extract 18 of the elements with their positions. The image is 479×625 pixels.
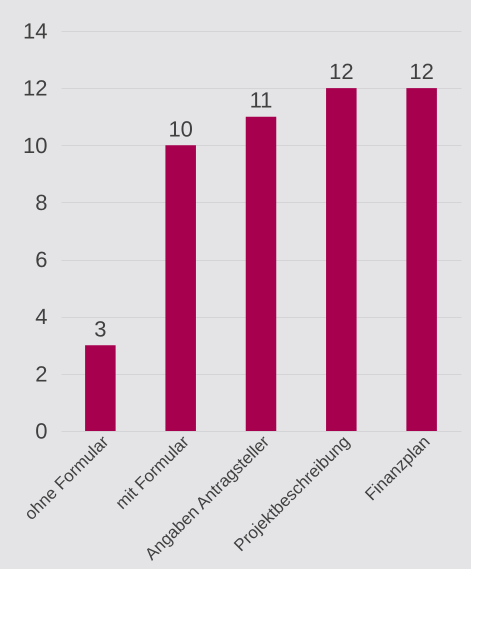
data-label: 3: [94, 316, 106, 342]
y-tick-label: 10: [23, 132, 48, 158]
bar: [85, 345, 116, 431]
data-label: 11: [250, 88, 272, 113]
y-tick-label: 8: [35, 190, 48, 215]
y-tick-label: 0: [35, 418, 48, 444]
bar: [165, 145, 196, 431]
y-tick-label: 6: [35, 247, 48, 272]
bar: [246, 116, 276, 431]
y-tick-label: 2: [35, 361, 48, 386]
bar: [406, 88, 437, 431]
bar: [326, 88, 357, 431]
data-label: 10: [168, 116, 193, 142]
data-label: 12: [329, 59, 354, 84]
data-label: 12: [409, 59, 434, 84]
y-tick-label: 14: [23, 18, 48, 44]
y-tick-label: 12: [23, 76, 48, 101]
y-tick-label: 4: [35, 304, 48, 330]
